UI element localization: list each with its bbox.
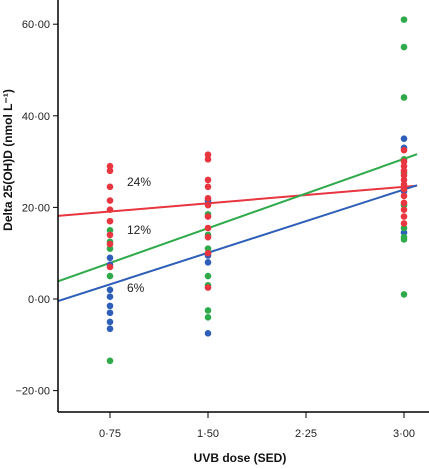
data-point-12pct — [400, 94, 408, 101]
y-tick-label: 0·00 — [28, 294, 50, 306]
x-tick-label: 2·25 — [295, 428, 317, 440]
data-point-24pct — [106, 167, 114, 175]
y-tick-label: 60·00 — [22, 19, 50, 31]
fit-line-6pct — [58, 184, 418, 303]
data-point-24pct — [400, 206, 408, 213]
y-tick-label: 40·00 — [22, 111, 50, 123]
data-point-6pct — [400, 229, 408, 236]
series-label-24pct: 24% — [127, 175, 151, 189]
data-point-24pct — [106, 217, 114, 225]
data-point-24pct — [106, 183, 114, 191]
fit-line-24pct — [58, 184, 418, 217]
series-label-12pct: 12% — [127, 223, 151, 237]
data-point-24pct — [106, 197, 114, 204]
data-point-6pct — [400, 135, 408, 142]
data-point-24pct — [204, 156, 212, 163]
y-tick-label: 20·00 — [22, 202, 50, 214]
data-point-6pct — [106, 309, 114, 317]
data-point-24pct — [400, 199, 408, 207]
x-tick-label: 0·75 — [99, 428, 121, 440]
data-point-24pct — [400, 167, 408, 175]
data-point-24pct — [400, 213, 408, 220]
x-tick-label: 3·00 — [393, 428, 415, 440]
data-point-6pct — [106, 302, 114, 310]
data-point-12pct — [400, 236, 408, 243]
data-point-12pct — [400, 16, 408, 23]
series-labels: 24% 12% 6% — [127, 175, 151, 295]
data-point-12pct — [204, 314, 212, 321]
data-point-12pct — [204, 245, 212, 252]
series-label-6pct: 6% — [127, 281, 145, 295]
data-point-6pct — [106, 254, 114, 262]
data-point-24pct — [204, 201, 212, 209]
data-point-24pct — [204, 151, 212, 159]
data-point-6pct — [106, 293, 114, 301]
data-point-24pct — [204, 183, 212, 191]
y-tick-label: −20·00 — [15, 386, 50, 398]
data-point-24pct — [400, 181, 408, 188]
x-tick-label: 1·50 — [197, 428, 219, 440]
data-point-24pct — [204, 213, 212, 220]
data-point-24pct — [400, 185, 408, 193]
data-point-24pct — [106, 231, 114, 239]
data-point-24pct — [106, 240, 114, 248]
data-point-24pct — [204, 176, 212, 184]
data-point-12pct — [106, 245, 114, 252]
data-point-12pct — [106, 227, 114, 234]
data-point-12pct — [106, 357, 114, 365]
data-point-24pct — [400, 158, 408, 165]
x-ticks: 0·75 1·50 2·25 3·00 — [99, 412, 415, 440]
data-point-24pct — [204, 224, 212, 232]
data-point-24pct — [106, 263, 114, 271]
data-point-24pct — [204, 249, 212, 257]
data-point-24pct — [106, 206, 114, 213]
x-axis-title: UVB dose (SED) — [194, 451, 287, 465]
data-point-24pct — [204, 194, 212, 202]
data-point-24pct — [400, 172, 408, 179]
data-point-6pct — [106, 286, 114, 294]
data-point-24pct — [204, 284, 212, 291]
data-point-24pct — [400, 146, 408, 154]
data-point-6pct — [204, 259, 212, 266]
data-point-12pct — [106, 272, 114, 280]
data-point-12pct — [400, 224, 408, 232]
data-point-24pct — [204, 233, 212, 241]
axes — [57, 0, 429, 413]
data-point-12pct — [400, 291, 408, 298]
y-ticks: −20·00 0·00 20·00 40·00 60·00 — [15, 19, 58, 398]
fit-line-12pct — [58, 153, 418, 283]
data-point-12pct — [204, 272, 212, 280]
data-points — [106, 16, 408, 365]
data-point-6pct — [204, 330, 212, 337]
data-point-12pct — [400, 43, 408, 51]
data-point-24pct — [106, 162, 114, 170]
data-point-6pct — [106, 325, 114, 333]
fit-lines — [58, 153, 418, 303]
data-point-24pct — [400, 162, 408, 170]
data-point-24pct — [400, 176, 408, 184]
data-point-24pct — [400, 192, 408, 200]
data-point-12pct — [204, 307, 212, 314]
y-axis-title: Delta 25(OH)D (nmol L⁻¹) — [1, 89, 15, 231]
data-point-24pct — [400, 220, 408, 227]
data-point-6pct — [106, 318, 114, 326]
